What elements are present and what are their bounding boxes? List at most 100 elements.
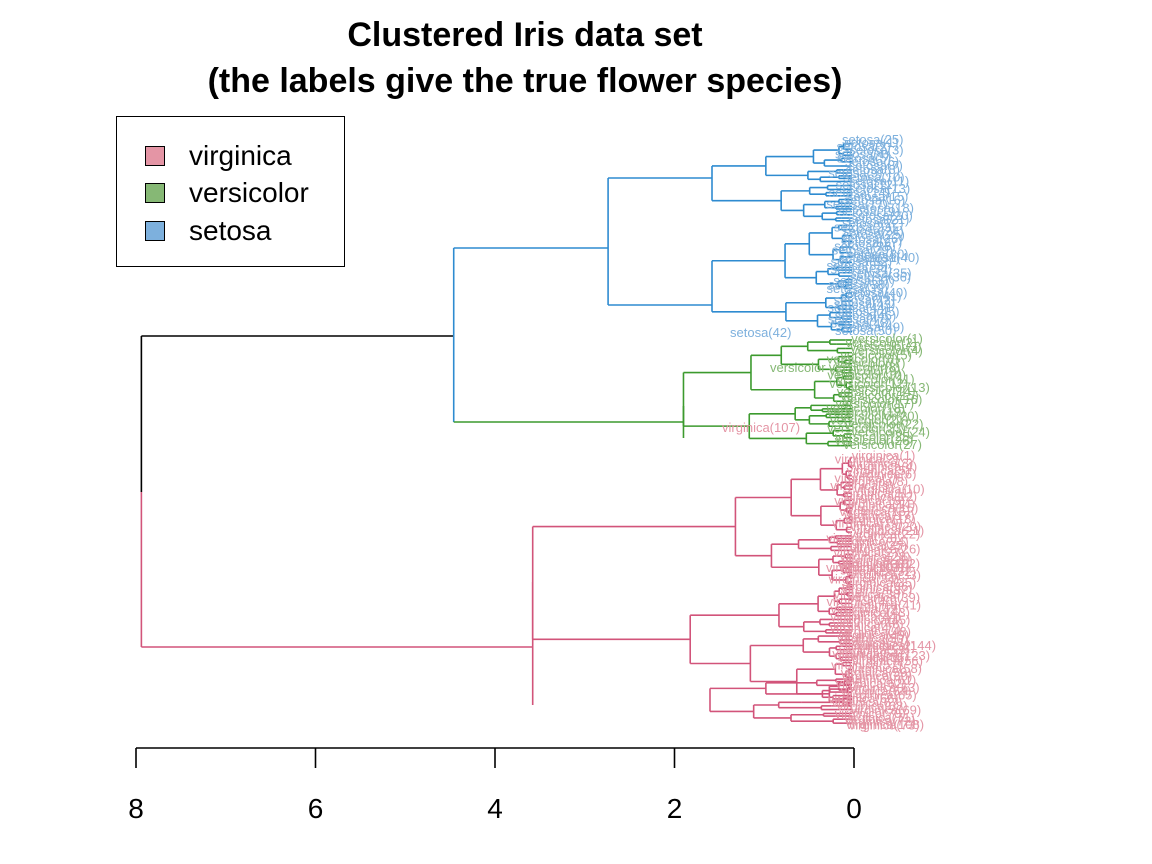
leaf-label: setosa(20) xyxy=(851,208,912,223)
leaf-label: virginica(3) xyxy=(850,455,914,470)
leaf-label: virginica(17) xyxy=(844,508,915,523)
leaf-label: versicolor(20) xyxy=(840,408,919,423)
leaf-label: setosa(42) xyxy=(730,325,791,340)
leaf-label: virginica(107) xyxy=(722,420,800,435)
leaf-label: versicolor(5) xyxy=(840,347,912,362)
leaf-label: setosa(25) xyxy=(843,227,904,242)
leaf-label: virginica(38) xyxy=(834,586,905,601)
leaf-label: setosa(38) xyxy=(828,277,889,292)
leaf-label: virginica(36) xyxy=(842,579,913,594)
leaf-label: setosa(47) xyxy=(828,312,889,327)
leaf-label: virginica(64) xyxy=(841,684,912,699)
leaf-label: setosa(29) xyxy=(832,243,893,258)
leaf-label: versicolor(13) xyxy=(851,380,930,395)
leaf-label: setosa(36) xyxy=(850,269,911,284)
leaf-label: setosa(11) xyxy=(849,173,909,188)
leaf-label: virginica(103) xyxy=(826,560,904,575)
leaf-label: virginica(69) xyxy=(850,702,921,717)
leaf-label: setosa(33) xyxy=(826,258,887,273)
leaf-label: versicolor(6) xyxy=(827,351,899,366)
leaf-label: setosa(7) xyxy=(849,158,903,173)
legend-swatch-versicolor xyxy=(145,183,165,203)
leaf-label: versicolor(9) xyxy=(829,364,901,379)
x-axis-tick-label: 2 xyxy=(667,793,683,824)
leaf-label: setosa(18) xyxy=(853,200,914,215)
leaf-label: virginica(14) xyxy=(844,497,915,512)
leaf-label: virginica(21) xyxy=(853,523,924,538)
leaf-label: virginica(29) xyxy=(842,553,913,568)
leaf-label: setosa(41) xyxy=(840,289,901,304)
leaf-label: versicolor(18) xyxy=(826,400,905,415)
leaf-label: versicolor(16) xyxy=(844,392,923,407)
leaf-label: setosa(49) xyxy=(843,319,904,334)
leaf-label: virginica(31) xyxy=(839,560,910,575)
leaf-label: virginica(144) xyxy=(858,638,936,653)
leaf-label: setosa(40) xyxy=(858,250,919,265)
legend-item-setosa: setosa xyxy=(145,215,272,246)
leaf-label: versicolor(15) xyxy=(840,388,919,403)
leaf-label: virginica(46) xyxy=(833,616,904,631)
leaf-label: virginica(24) xyxy=(838,534,909,549)
leaf-label: setosa(16) xyxy=(844,193,905,208)
leaf-label: virginica(51) xyxy=(839,635,910,650)
leaf-label: setosa(35) xyxy=(850,266,911,281)
leaf-label: virginica(52) xyxy=(845,639,916,654)
leaf-label: versicolor(17) xyxy=(835,396,914,411)
legend-label-setosa: setosa xyxy=(189,215,272,246)
leaf-label: virginica(123) xyxy=(852,648,930,663)
leaf-label: virginica(15) xyxy=(848,500,919,515)
leaf-label: setosa(12) xyxy=(836,177,897,192)
leaf-label: virginica(61) xyxy=(845,672,916,687)
leaf-label: virginica(37) xyxy=(841,583,912,598)
leaf-label: virginica(43) xyxy=(839,605,910,620)
leaf-label: setosa(15) xyxy=(847,189,908,204)
leaf-label: versicolor(25) xyxy=(835,429,914,444)
leaf-label: versicolor(1) xyxy=(851,331,923,346)
leaf-label: virginica(20) xyxy=(850,519,921,534)
leaf-label: setosa(9) xyxy=(828,166,882,181)
leaf-label: virginica(12) xyxy=(846,489,917,504)
leaf-label: setosa(27) xyxy=(841,235,902,250)
leaf-label: virginica(39) xyxy=(849,590,920,605)
chart-title-line-1: Clustered Iris data set xyxy=(347,16,703,54)
leaf-label: versicolor(14) xyxy=(837,384,916,399)
leaf-label: virginica(54) xyxy=(832,646,903,661)
leaf-label: setosa(25) xyxy=(842,132,903,147)
leaf-label: versicolor(10) xyxy=(827,368,906,383)
leaf-label: virginica(18) xyxy=(845,512,916,527)
leaf-label: setosa(39) xyxy=(826,281,887,296)
leaf-label: virginica(59) xyxy=(841,665,912,680)
leaf-label: virginica(23) xyxy=(826,530,897,545)
leaf-label: setosa(19) xyxy=(838,204,899,219)
leaf-label: setosa(42) xyxy=(834,292,895,307)
leaf-label: virginica(47) xyxy=(830,620,901,635)
leaf-label: virginica(6) xyxy=(853,467,917,482)
legend-swatch-virginica xyxy=(145,146,165,166)
leaf-label: virginica(10) xyxy=(854,482,925,497)
leaf-label: virginica(8) xyxy=(844,474,908,489)
leaf-label: setosa(34) xyxy=(830,262,891,277)
x-axis-tick-label: 8 xyxy=(128,793,144,824)
leaf-label: virginica(35) xyxy=(845,575,916,590)
leaf-label: virginica(102) xyxy=(842,556,920,571)
leaf-label: versicolor xyxy=(770,360,826,375)
leaf-label: virginica(32) xyxy=(845,564,916,579)
leaf-label: virginica(25) xyxy=(836,538,907,553)
leaf-label: setosa(37) xyxy=(833,273,894,288)
leaf-label: virginica(65) xyxy=(846,687,917,702)
leaf-label: setosa(45) xyxy=(838,304,899,319)
leaf-label: versicolor(3) xyxy=(850,339,922,354)
leaf-label: versicolor(19) xyxy=(827,404,906,419)
leaf-label: setosa(1) xyxy=(844,135,898,150)
leaf-label: versicolor(21) xyxy=(830,412,909,427)
leaf-label: virginica(33) xyxy=(850,568,921,583)
leaf-label: setosa(13) xyxy=(849,181,910,196)
leaf-label: setosa(43) xyxy=(834,296,895,311)
leaf-label: virginica(50) xyxy=(837,631,908,646)
leaf-label: setosa(3) xyxy=(849,143,903,158)
leaf-label: setosa(44) xyxy=(828,300,889,315)
leaf-label: versicolor(2) xyxy=(845,335,917,350)
leaf-label: setosa(24) xyxy=(842,223,903,238)
leaf-label: virginica(67) xyxy=(832,695,903,710)
leaf-label: setosa(50) xyxy=(835,323,896,338)
